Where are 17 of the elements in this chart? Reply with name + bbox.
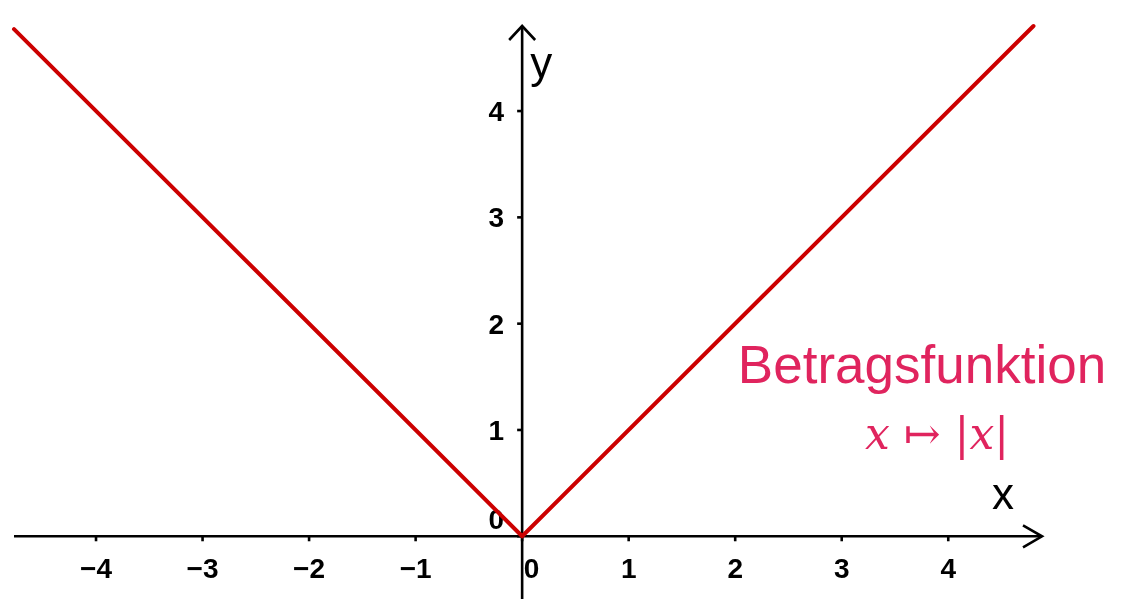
annotation: Betragsfunktion xyxy=(737,335,1107,394)
y-tick-label: 3 xyxy=(488,202,505,234)
x-axis-title: x xyxy=(992,469,1014,519)
y-tick-label: 4 xyxy=(488,96,505,128)
x-tick-label: 2 xyxy=(727,553,743,585)
x-tick-label: −2 xyxy=(293,553,326,585)
y-tick-label: 2 xyxy=(488,308,505,340)
annotation: x ↦ |x| xyxy=(864,408,1010,460)
x-tick-label: 1 xyxy=(620,553,637,585)
x-tick-label: −4 xyxy=(80,553,113,585)
y-tick-label: 1 xyxy=(488,415,505,447)
y-axis-title: y xyxy=(530,38,553,87)
x-tick-label: 4 xyxy=(940,553,957,585)
x-tick-label: −3 xyxy=(186,553,219,585)
x-tick-label: −1 xyxy=(399,553,432,585)
x-tick-label: 0 xyxy=(523,553,540,585)
x-tick-label: 3 xyxy=(833,553,850,585)
